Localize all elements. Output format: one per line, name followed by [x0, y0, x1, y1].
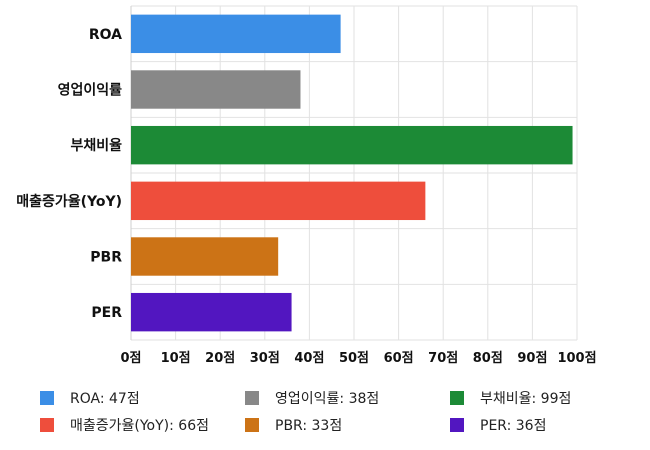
category-label: 매출증가율(YoY) — [16, 193, 122, 210]
grid-lines — [130, 5, 578, 341]
legend-swatch — [245, 391, 259, 405]
legend-label: ROA: 47점 — [70, 391, 140, 407]
legend-item: 영업이익률: 38점 — [245, 388, 379, 408]
x-tick-label: 20점 — [205, 351, 235, 366]
category-label: 부채비율 — [70, 137, 122, 154]
x-tick-label: 60점 — [384, 351, 414, 366]
x-tick-label: 40점 — [294, 351, 324, 366]
legend-label: 부채비율: 99점 — [480, 391, 572, 407]
x-tick-label: 100점 — [557, 351, 596, 366]
x-tick-label: 50점 — [339, 351, 369, 366]
legend-label: PBR: 33점 — [275, 418, 343, 434]
x-tick-label: 80점 — [473, 351, 503, 366]
category-label: PER — [91, 305, 122, 321]
legend-item: PBR: 33점 — [245, 415, 342, 435]
legend-item: ROA: 47점 — [40, 388, 140, 408]
legend-swatch — [245, 418, 259, 432]
legend-item: 매출증가율(YoY): 66점 — [40, 415, 209, 435]
bar — [131, 14, 341, 54]
x-tick-label: 70점 — [428, 351, 458, 366]
x-tick-label: 90점 — [517, 351, 547, 366]
bar — [131, 125, 573, 165]
legend-swatch — [40, 391, 54, 405]
bar — [131, 70, 301, 109]
legend-swatch — [450, 418, 464, 432]
legend-item: 부채비율: 99점 — [450, 388, 571, 408]
x-tick-labels: 0점 10점 20점 30점 40점 50점 60점 70점 80점 90점 100점 — [120, 351, 596, 366]
legend-swatch — [450, 391, 464, 405]
bar — [131, 181, 426, 221]
category-label: 영업이익률 — [58, 82, 123, 99]
category-label: ROA — [89, 27, 122, 43]
legend-label: PER: 36점 — [480, 418, 547, 434]
bar — [131, 292, 292, 332]
x-tick-label: 10점 — [161, 351, 191, 366]
legend-label: 영업이익률: 38점 — [275, 391, 380, 407]
legend-label: 매출증가율(YoY): 66점 — [70, 418, 209, 434]
bars-group — [131, 14, 573, 332]
bar — [131, 237, 279, 276]
category-label: PBR — [90, 250, 122, 266]
x-tick-label: 30점 — [250, 351, 280, 366]
x-tick-label: 0점 — [120, 351, 141, 366]
legend-swatch — [40, 418, 54, 432]
legend-item: PER: 36점 — [450, 415, 546, 435]
